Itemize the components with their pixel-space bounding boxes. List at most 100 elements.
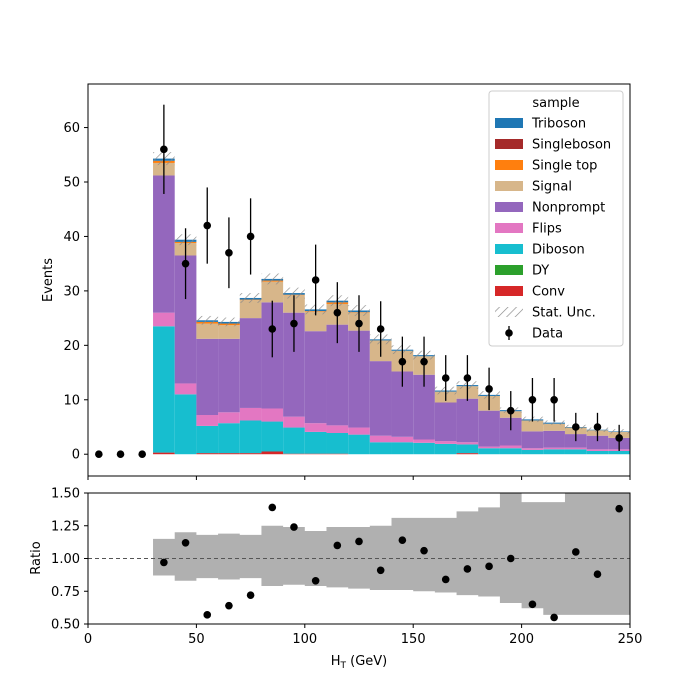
stat-unc-band (239, 293, 262, 303)
bar-segment (499, 417, 522, 446)
data-point (95, 450, 103, 459)
ratio-point (593, 570, 602, 579)
bar-segment (218, 453, 240, 455)
data-point (246, 232, 255, 241)
bar-segment (326, 432, 349, 454)
y-tick-label: 50 (63, 176, 80, 191)
bar-segment (413, 374, 435, 440)
data-point (441, 374, 450, 382)
bar-segment (499, 445, 522, 449)
bar-segment (456, 398, 479, 443)
ratio-x-axis-ticks: 0 50 100 150 200 250 (84, 624, 642, 647)
legend-label: Conv (532, 285, 565, 300)
y-tick-label: 20 (63, 339, 80, 354)
legend: sample Triboson Singleboson Single top Sign… (488, 90, 624, 347)
ratio-x-tick-label: 50 (188, 632, 205, 647)
bar-segment (543, 430, 565, 448)
bar-segment (434, 443, 457, 455)
series-conv (153, 451, 479, 455)
ratio-point (463, 565, 472, 573)
data-point (593, 423, 602, 431)
bar-segment (261, 408, 284, 422)
bar-segment (174, 394, 197, 455)
legend-swatch (495, 244, 523, 254)
stat-unc-band (283, 287, 305, 299)
bar-segment (456, 442, 479, 445)
data-point (528, 395, 537, 404)
stat-unc-band (543, 420, 565, 425)
ratio-x-tick-label: 0 (84, 632, 92, 647)
bar-segment (499, 448, 522, 455)
ratio-point (203, 611, 212, 619)
bar-segment (153, 452, 175, 455)
legend-item: Signal (495, 180, 572, 195)
main-data-points (95, 104, 623, 459)
ratio-point (290, 523, 298, 531)
bar-segment (564, 447, 587, 450)
legend-item: Triboson (495, 117, 586, 132)
bar-segment (369, 435, 392, 443)
bar-segment (196, 415, 219, 426)
bar-segment (478, 410, 500, 447)
ratio-data-points (160, 503, 623, 622)
bar-segment (153, 175, 175, 313)
ratio-point (160, 558, 168, 567)
legend-item: Stat. Unc. (495, 306, 596, 321)
legend-title: sample (532, 96, 579, 111)
bar-segment (283, 453, 305, 455)
data-point (311, 276, 320, 284)
data-point (485, 385, 493, 393)
bar-segment (218, 338, 240, 413)
bar-segment (283, 427, 305, 454)
bar-segment (521, 420, 544, 432)
legend-swatch (495, 181, 523, 191)
bar-segment (456, 444, 479, 454)
main-x-axis-ticks (87, 476, 631, 480)
legend-items: Triboson Singleboson Single top Signal Nonpr… (495, 117, 611, 342)
ratio-y-tick-label: 1.00 (51, 552, 80, 567)
legend-label: Diboson (532, 243, 585, 258)
bar-segment (283, 416, 305, 428)
data-point (268, 325, 277, 333)
bar-segment (391, 436, 414, 443)
legend-data-marker (505, 329, 513, 337)
main-stacked-bars (153, 158, 630, 455)
ratio-y-tick-label: 1.50 (51, 487, 80, 502)
legend-item: Nonprompt (495, 201, 605, 216)
legend-item: DY (495, 264, 549, 279)
bar-segment (369, 361, 392, 436)
ratio-point (528, 600, 537, 609)
data-point (398, 357, 407, 366)
bar-segment (369, 442, 392, 455)
data-point (181, 259, 190, 268)
ratio-point (441, 575, 450, 584)
ratio-point (311, 576, 320, 585)
x-axis-label: HT (GeV) (331, 654, 388, 671)
legend-label: Single top (532, 159, 597, 174)
y-tick-label: 30 (63, 284, 80, 299)
data-point (550, 395, 558, 404)
ratio-x-tick-label: 150 (401, 632, 426, 647)
bar-segment (608, 450, 630, 455)
bar-segment (521, 448, 544, 450)
bar-segment (153, 326, 175, 453)
bar-segment (543, 447, 565, 450)
legend-item: Singleboson (495, 138, 611, 153)
legend-item: Flips (495, 222, 562, 237)
ratio-point (572, 548, 580, 556)
ratio-y-tick-label: 0.75 (51, 585, 80, 600)
bar-segment (521, 449, 544, 455)
bar-segment (348, 427, 370, 435)
bar-segment (239, 420, 262, 454)
legend-box (488, 90, 624, 347)
bar-segment (218, 325, 240, 339)
ratio-y-axis-label: Ratio (29, 541, 44, 574)
data-point (376, 325, 385, 333)
legend-label: Singleboson (532, 138, 611, 153)
bar-segment (261, 421, 284, 452)
ratio-point (485, 562, 493, 571)
bar-segment (456, 453, 479, 455)
ratio-x-tick-label: 200 (509, 632, 534, 647)
bar-segment (391, 371, 414, 437)
